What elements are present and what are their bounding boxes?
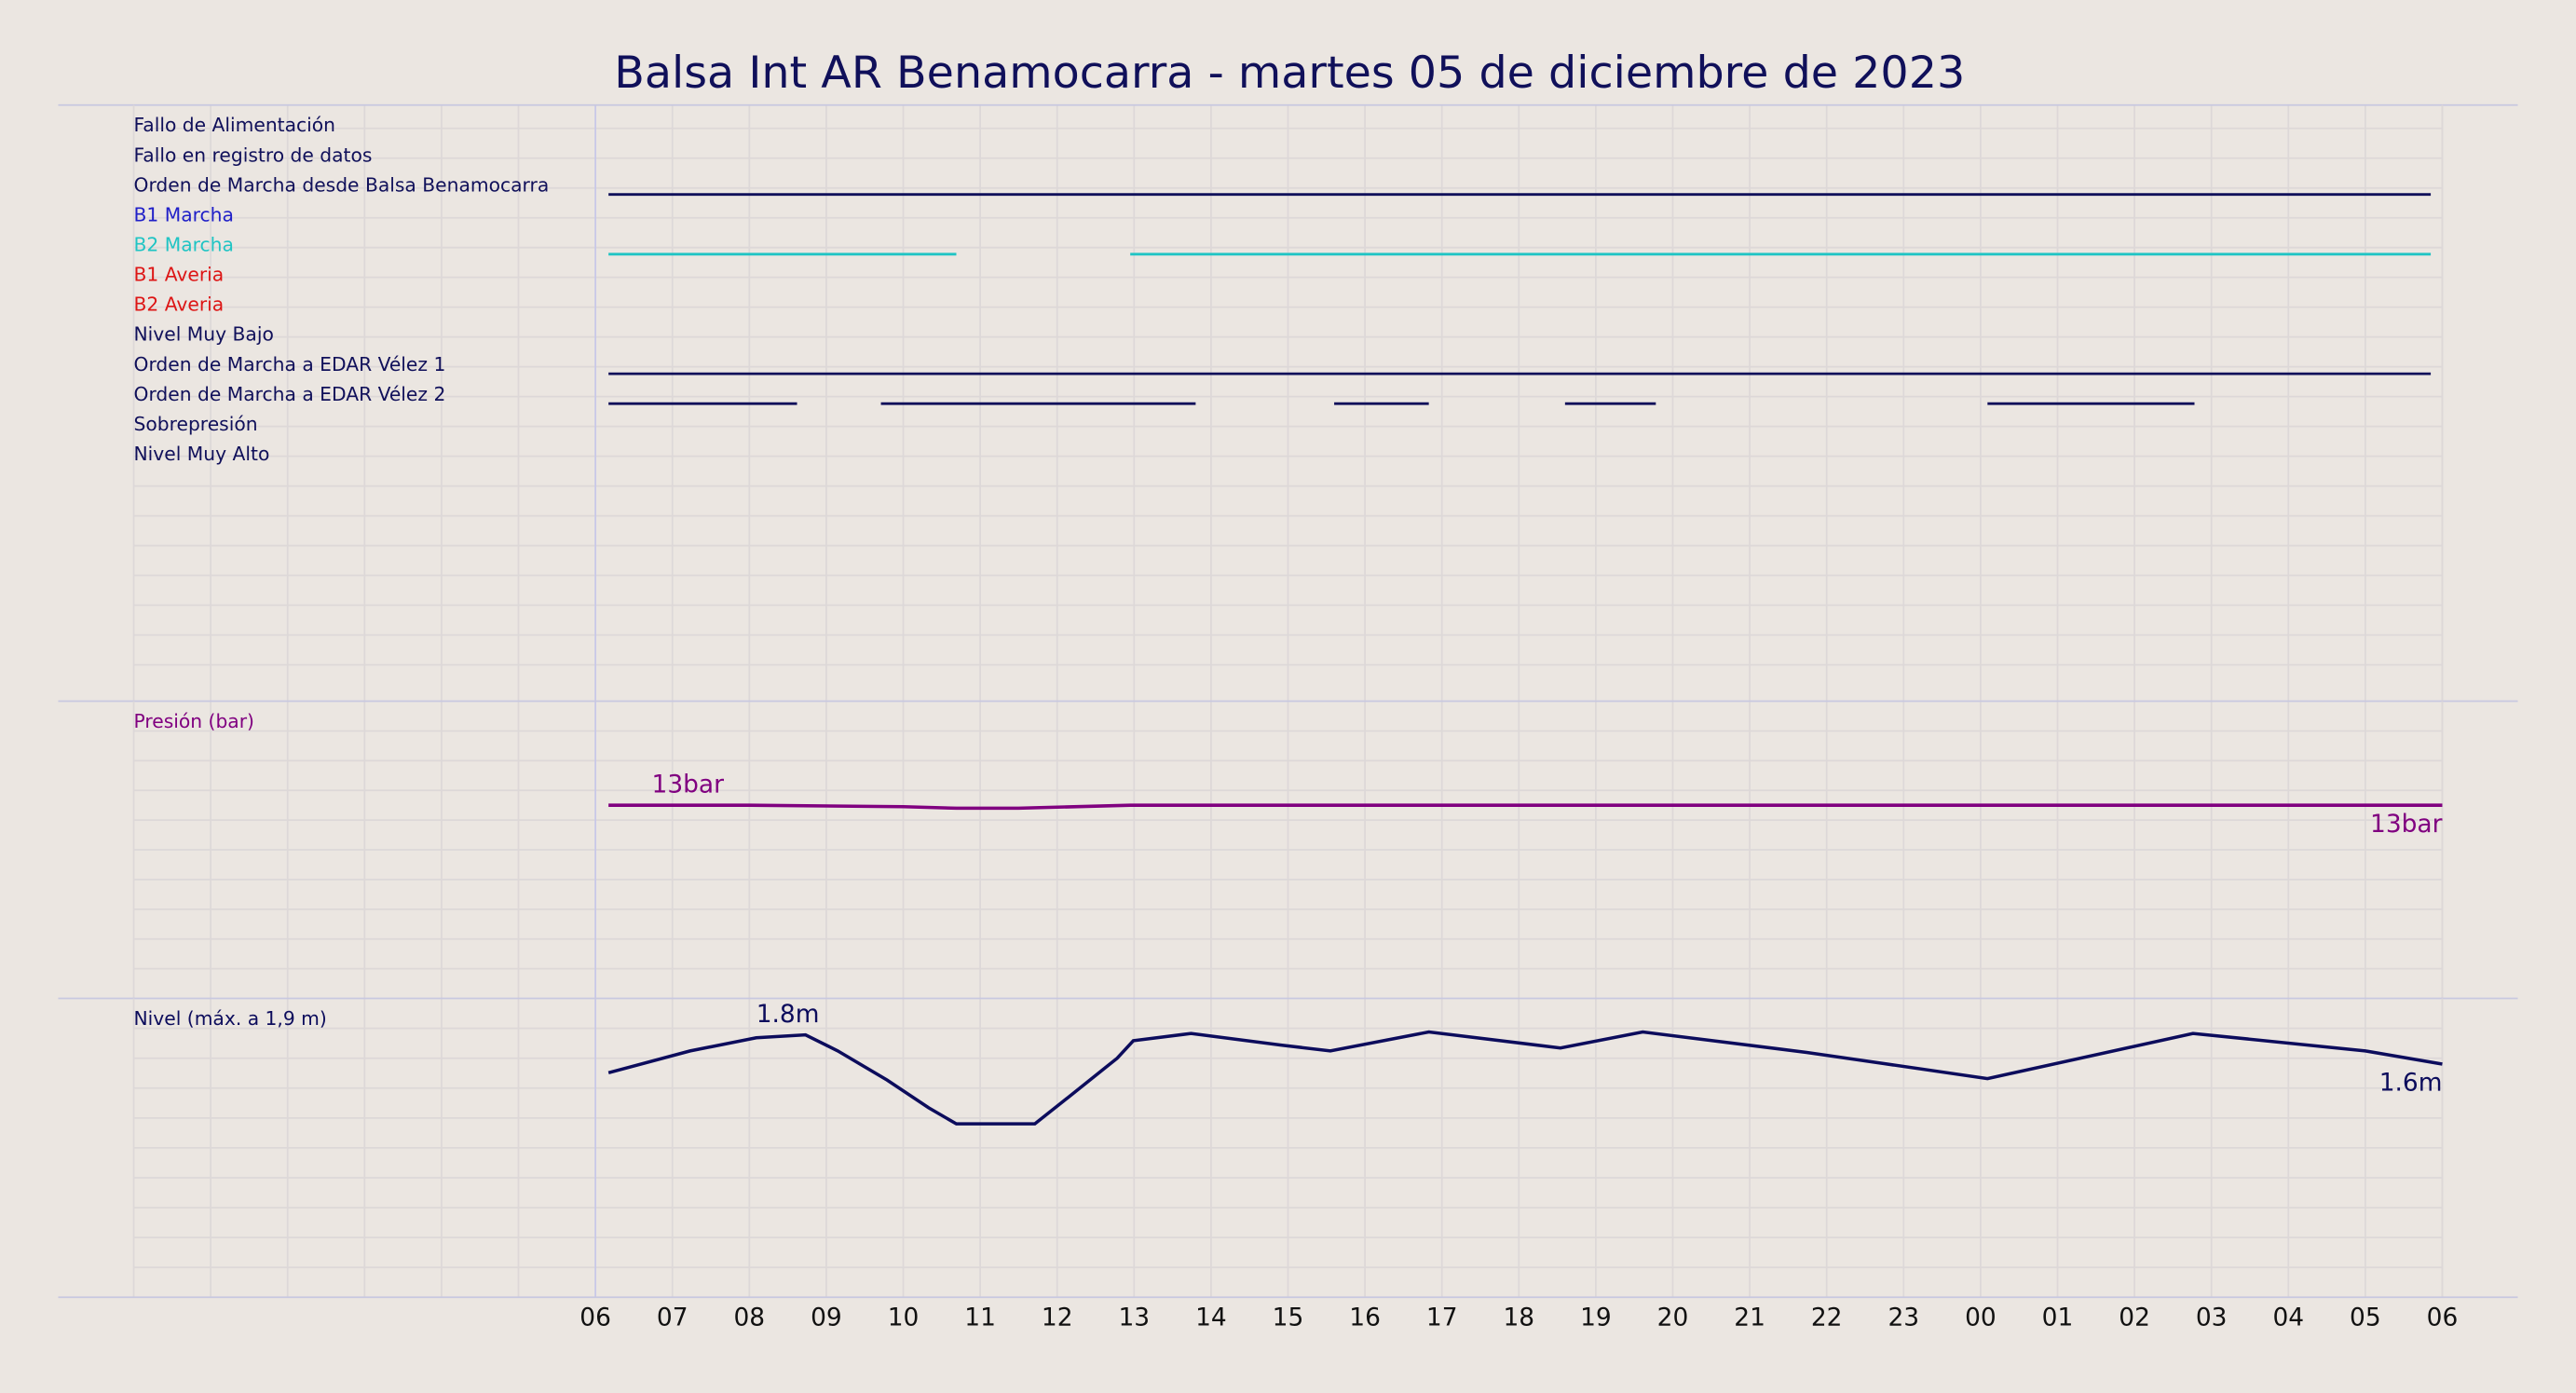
x-tick-label: 20 [1657, 1304, 1689, 1332]
y-axis-label: Presión (bar) [134, 710, 254, 732]
x-tick-label: 21 [1734, 1304, 1765, 1332]
annotation: 1.6m [2379, 1069, 2443, 1098]
y-axis-label: Nivel (máx. a 1,9 m) [134, 1007, 327, 1030]
x-tick-label: 06 [579, 1304, 611, 1332]
x-tick-label: 04 [2272, 1304, 2304, 1332]
annotation: 13bar [652, 771, 725, 799]
signal-label: B1 Averia [134, 264, 225, 286]
signal-label: Sobrepresión [134, 413, 258, 435]
series-line [608, 803, 2443, 811]
x-tick-label: 07 [657, 1304, 688, 1332]
series-line [607, 1030, 2443, 1126]
x-tick-label: 01 [2042, 1304, 2074, 1332]
signal-label: Orden de Marcha desde Balsa Benamocarra [134, 173, 550, 196]
signal-label: Fallo en registro de datos [134, 143, 373, 166]
x-tick-label: 17 [1426, 1304, 1458, 1332]
x-tick-label: 23 [1888, 1304, 1919, 1332]
x-tick-label: 03 [2196, 1304, 2228, 1332]
signal-label: Fallo de Alimentación [134, 114, 335, 136]
x-tick-label: 02 [2119, 1304, 2150, 1332]
x-tick-label: 14 [1195, 1304, 1227, 1332]
signal-label: B2 Marcha [134, 234, 234, 256]
x-tick-label: 06 [2427, 1304, 2459, 1332]
x-tick-label: 00 [1965, 1304, 1997, 1332]
chart-title: Balsa Int AR Benamocarra - martes 05 de … [614, 48, 1965, 99]
x-tick-label: 16 [1349, 1304, 1381, 1332]
x-tick-label: 11 [964, 1304, 996, 1332]
signal-label: Nivel Muy Bajo [134, 323, 274, 346]
x-tick-label: 19 [1580, 1304, 1612, 1332]
x-tick-label: 12 [1042, 1304, 1073, 1332]
signal-label: Orden de Marcha a EDAR Vélez 1 [134, 353, 446, 376]
annotation: 13bar [2370, 810, 2443, 839]
x-tick-label: 15 [1273, 1304, 1304, 1332]
x-tick-label: 09 [811, 1304, 842, 1332]
x-tick-label: 18 [1503, 1304, 1534, 1332]
signal-label: B1 Marcha [134, 203, 234, 225]
x-tick-label: 05 [2350, 1304, 2381, 1332]
x-tick-label: 22 [1811, 1304, 1843, 1332]
signal-label: Nivel Muy Alto [134, 443, 270, 465]
x-tick-label: 08 [733, 1304, 765, 1332]
x-tick-label: 13 [1118, 1304, 1150, 1332]
annotation: 1.8m [756, 1000, 820, 1029]
signal-label: B2 Averia [134, 294, 225, 316]
x-tick-label: 10 [888, 1304, 920, 1332]
signal-label: Orden de Marcha a EDAR Vélez 2 [134, 383, 446, 405]
